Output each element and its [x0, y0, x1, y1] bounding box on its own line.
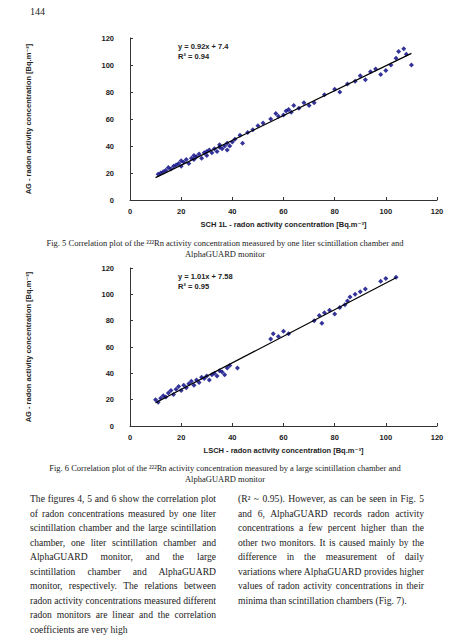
- svg-text:40: 40: [106, 369, 114, 378]
- svg-text:LSCH - radon activity concentr: LSCH - radon activity concentration [Bq.…: [204, 446, 364, 455]
- svg-text:AG - radon activity concentrat: AG - radon activity concentration [Bq.m⁻…: [24, 271, 33, 422]
- html-text:Fig. 6 Correlation plot of the: Fig. 6 Correlation plot of the ²²²Rn act…: [49, 463, 401, 484]
- svg-text:y = 1.01x + 7.58: y = 1.01x + 7.58: [178, 272, 233, 281]
- svg-text:0: 0: [128, 433, 132, 442]
- svg-text:60: 60: [106, 115, 114, 124]
- html-text:(R² ~ 0.95). However, as can b: (R² ~ 0.95). However, as can be seen in …: [238, 493, 424, 606]
- svg-text:20: 20: [177, 207, 185, 216]
- svg-text:40: 40: [228, 433, 236, 442]
- html-text:Fig. 5 Correlation plot of the: Fig. 5 Correlation plot of the ²²²Rn act…: [46, 238, 404, 259]
- svg-text:60: 60: [106, 343, 114, 352]
- svg-text:0: 0: [110, 196, 114, 205]
- svg-text:60: 60: [279, 433, 287, 442]
- svg-text:R² = 0.94: R² = 0.94: [178, 52, 210, 61]
- svg-text:20: 20: [106, 169, 114, 178]
- svg-text:100: 100: [101, 290, 114, 299]
- svg-text:y = 0.92x + 7.4: y = 0.92x + 7.4: [178, 42, 229, 51]
- svg-text:20: 20: [177, 433, 185, 442]
- svg-text:40: 40: [228, 207, 236, 216]
- svg-text:120: 120: [431, 207, 444, 216]
- svg-text:120: 120: [101, 34, 114, 43]
- svg-text:80: 80: [106, 88, 114, 97]
- svg-text:80: 80: [330, 433, 338, 442]
- svg-text:20: 20: [106, 395, 114, 404]
- svg-text:0: 0: [110, 422, 114, 431]
- svg-text:60: 60: [279, 207, 287, 216]
- svg-text:AG - radon activity concentrat: AG - radon activity concentration [Bq.m⁻…: [24, 43, 33, 194]
- svg-text:0: 0: [128, 207, 132, 216]
- svg-text:100: 100: [101, 61, 114, 70]
- svg-text:100: 100: [380, 433, 393, 442]
- svg-text:100: 100: [380, 207, 393, 216]
- svg-text:120: 120: [101, 264, 114, 273]
- svg-text:SCH 1L - radon activity concen: SCH 1L - radon activity concentration [B…: [201, 220, 367, 229]
- svg-text:80: 80: [330, 207, 338, 216]
- html-text:The figures 4, 5 and 6 show th: The figures 4, 5 and 6 show the correlat…: [30, 493, 216, 635]
- svg-text:120: 120: [431, 433, 444, 442]
- html-text:144: 144: [30, 6, 45, 17]
- svg-text:80: 80: [106, 316, 114, 325]
- svg-text:R² = 0.95: R² = 0.95: [178, 282, 209, 291]
- svg-text:40: 40: [106, 142, 114, 151]
